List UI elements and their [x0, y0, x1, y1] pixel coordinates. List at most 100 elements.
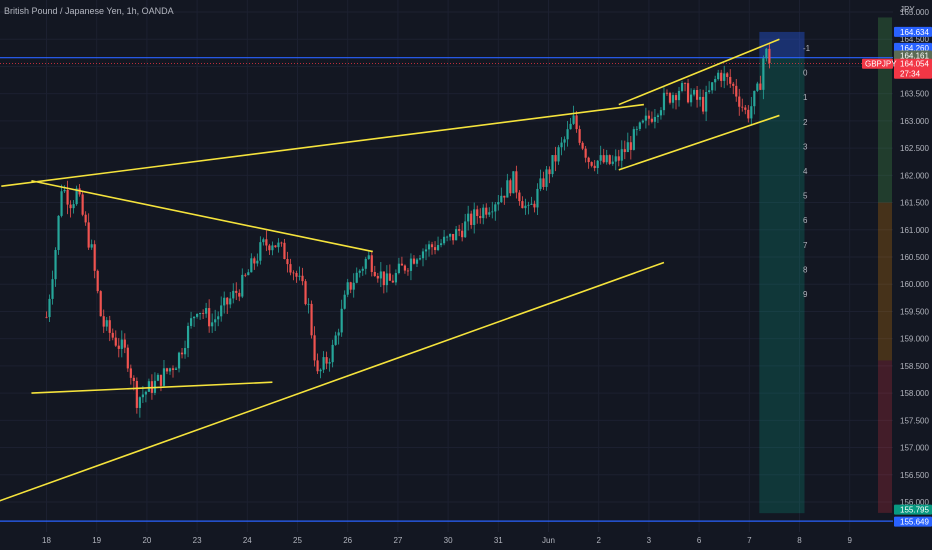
candle-body: [199, 313, 202, 314]
candle-body: [623, 149, 626, 153]
candle-body: [283, 242, 286, 260]
candle-body: [129, 368, 132, 378]
trendline[interactable]: [618, 114, 780, 171]
candle-body: [512, 171, 515, 194]
candle-body: [744, 107, 747, 110]
candle-body: [51, 279, 54, 299]
candle-body: [298, 275, 301, 277]
fib-level-label: 6: [803, 216, 808, 225]
candle-body: [515, 171, 518, 193]
candle-body: [421, 251, 425, 259]
candle-body: [680, 83, 684, 91]
trendline[interactable]: [1, 103, 644, 188]
trendline[interactable]: [31, 381, 273, 394]
candle-body: [123, 339, 126, 348]
candle-body: [286, 259, 289, 265]
candle-body: [217, 316, 220, 320]
candle-body: [274, 245, 277, 248]
candle-body: [759, 83, 762, 90]
price-axis[interactable]: JPY165.000164.500164.000163.500163.00016…: [900, 5, 929, 507]
candle-body: [509, 180, 512, 194]
symbol-title[interactable]: British Pound / Japanese Yen, 1h, OANDA: [4, 6, 174, 16]
candle-body: [244, 274, 247, 276]
candle-body: [388, 273, 391, 281]
candle-body: [677, 90, 681, 101]
candle-body: [147, 381, 151, 392]
candle-body: [205, 308, 208, 314]
candle-body: [72, 204, 75, 209]
candle-body: [403, 265, 407, 271]
candle-body: [503, 195, 506, 198]
candle-body: [750, 106, 753, 119]
session-strip-orange: [878, 202, 892, 361]
candle-body: [69, 204, 72, 209]
candle-body: [668, 92, 672, 103]
candle-body: [165, 368, 169, 372]
candle-body: [292, 272, 295, 274]
candle-body: [415, 259, 419, 264]
candle-body: [702, 96, 705, 112]
candle-body: [268, 245, 271, 251]
time-tick-label: 27: [393, 536, 402, 545]
price-tag-label: 155.649: [900, 518, 929, 527]
candle-body: [180, 352, 184, 355]
candle-body: [647, 115, 650, 119]
candle-body: [433, 247, 437, 251]
candle-body: [720, 72, 723, 81]
candle-body: [620, 149, 623, 161]
candle-body: [259, 242, 262, 261]
candle-body: [530, 203, 533, 205]
fib-level-label: 7: [803, 241, 808, 250]
candle-body: [726, 73, 729, 77]
candle-body: [430, 244, 434, 248]
candle-body: [455, 229, 458, 241]
candle-body: [358, 270, 361, 273]
candle-body: [352, 282, 355, 290]
candle-body: [572, 115, 575, 124]
fib-level-label: 4: [803, 167, 808, 176]
candle-body: [476, 209, 479, 216]
trendlines[interactable]: [0, 38, 780, 502]
candle-body: [171, 368, 175, 370]
candle-body: [650, 118, 654, 122]
candle-body: [202, 313, 205, 314]
candle-body: [304, 281, 307, 305]
candle-body: [307, 303, 310, 305]
price-tag: [894, 504, 932, 515]
candle-body: [334, 335, 337, 345]
trendline[interactable]: [0, 261, 665, 502]
trendline[interactable]: [31, 179, 373, 253]
candle-body: [226, 297, 229, 305]
candle-body: [452, 233, 455, 241]
candle-body: [626, 142, 629, 153]
grid-lines: [0, 0, 893, 532]
candle-body: [102, 316, 105, 327]
time-axis[interactable]: 18 19 20 23 24 25 26 27 30 31 Jun 2 3 6 7 8 9: [42, 536, 852, 545]
candle-body: [560, 142, 563, 148]
price-tag-label: 164.161: [900, 52, 929, 61]
candle-body: [653, 116, 657, 122]
candle-body: [665, 92, 669, 94]
candle-body: [223, 297, 226, 306]
fib-level-label: -1: [803, 44, 811, 53]
price-tag-label: 164.634: [900, 28, 929, 37]
price-tick-label: 162.500: [900, 144, 929, 153]
candle-body: [66, 189, 69, 205]
price-tag: [894, 50, 932, 61]
price-tick-label: 165.000: [900, 8, 929, 17]
candle-body: [500, 195, 503, 203]
candle-body: [445, 236, 449, 238]
trendline[interactable]: [618, 38, 780, 106]
candle-body: [632, 129, 635, 150]
time-tick-label: 26: [343, 536, 352, 545]
time-tick-label: 31: [494, 536, 503, 545]
candle-body: [376, 275, 379, 279]
candle-body: [108, 320, 111, 333]
candle-body: [235, 290, 238, 293]
candle-body: [301, 275, 304, 282]
candle-body: [162, 368, 166, 386]
candle-body: [183, 348, 187, 355]
candle-body: [717, 72, 720, 80]
candle-body: [319, 369, 322, 372]
